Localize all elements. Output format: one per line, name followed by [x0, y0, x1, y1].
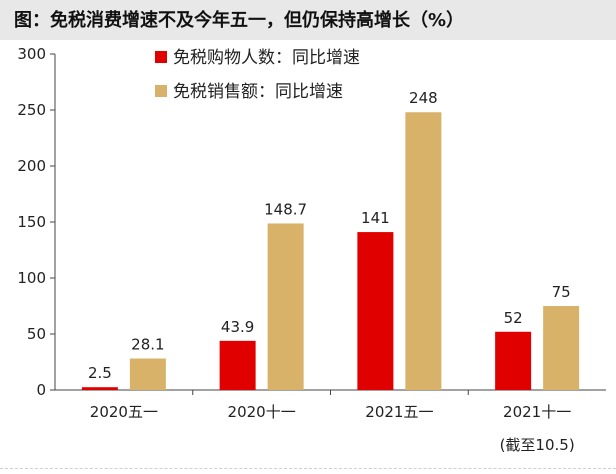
- bar-sales-1: [267, 223, 304, 390]
- y-tick-label-0: 0: [36, 381, 46, 399]
- bar-sales-0: [129, 358, 166, 390]
- x-category-label-1: 2020十一: [228, 403, 296, 421]
- data-label-visitors-3: 52: [504, 309, 523, 327]
- bar-sales-3: [543, 306, 580, 390]
- x-category-label-2: 2021五一: [365, 403, 433, 421]
- y-tick-label-3: 150: [17, 213, 46, 231]
- data-label-visitors-1: 43.9: [221, 318, 254, 336]
- data-label-sales-0: 28.1: [131, 336, 164, 354]
- data-label-sales-3: 75: [552, 283, 571, 301]
- data-label-visitors-0: 2.5: [88, 364, 112, 382]
- y-tick-label-4: 200: [17, 157, 46, 175]
- data-label-sales-2: 248: [409, 89, 438, 107]
- y-tick-label-6: 300: [17, 45, 46, 63]
- bar-visitors-1: [219, 340, 256, 390]
- bar-visitors-0: [81, 387, 118, 390]
- bar-sales-2: [405, 112, 442, 391]
- x-category-sublabel-3: (截至10.5): [500, 436, 575, 454]
- y-tick-label-2: 100: [17, 269, 46, 287]
- legend-swatch-visitors: [155, 51, 167, 63]
- data-label-visitors-2: 141: [361, 209, 390, 227]
- bar-visitors-2: [357, 232, 394, 390]
- bottom-divider: [0, 468, 616, 469]
- x-category-label-3: 2021十一: [503, 403, 571, 421]
- data-label-sales-1: 148.7: [264, 200, 307, 218]
- y-tick-label-1: 50: [27, 325, 46, 343]
- legend-label-visitors: 免税购物人数：同比增速: [173, 48, 360, 68]
- chart-title: 图：免税消费增速不及今年五一，但仍保持高增长（%）: [14, 10, 465, 31]
- legend-label-sales: 免税销售额：同比增速: [173, 82, 343, 102]
- y-tick-label-5: 250: [17, 101, 46, 119]
- bar-visitors-3: [495, 331, 532, 390]
- x-category-label-0: 2020五一: [90, 403, 158, 421]
- title-bar: 图：免税消费增速不及今年五一，但仍保持高增长（%）: [0, 0, 616, 40]
- legend-swatch-sales: [155, 85, 167, 97]
